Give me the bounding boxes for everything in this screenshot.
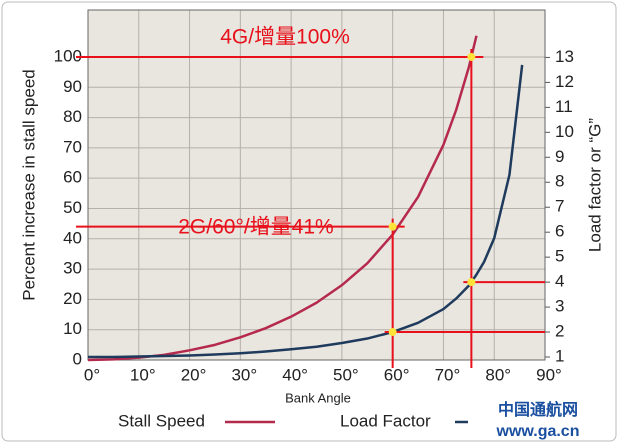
- x-tick-label: 0°: [84, 365, 100, 384]
- y-tick-label: 90: [63, 77, 82, 96]
- y-tick-label: 100: [54, 46, 82, 65]
- y-tick-label: 10: [63, 319, 82, 338]
- y-tick-label: 20: [63, 289, 82, 308]
- plot-area: [88, 10, 545, 360]
- x-tick-label: 80°: [485, 365, 511, 384]
- y2-tick-label: 3: [555, 297, 564, 316]
- y-tick-label: 60: [63, 168, 82, 187]
- y-tick-label: 50: [63, 198, 82, 217]
- x-tick-label: 20°: [181, 365, 207, 384]
- reference-star: [388, 222, 397, 231]
- y2-tick-label: 8: [555, 172, 564, 191]
- x-tick-label: 40°: [282, 365, 308, 384]
- y2-tick-label: 13: [555, 47, 574, 66]
- x-tick-label: 90°: [536, 365, 562, 384]
- plot-border: [87, 9, 546, 361]
- watermark: 中国通航网: [498, 400, 578, 419]
- x-tick-label: 30°: [231, 365, 257, 384]
- annotation: 4G/增量100%: [220, 26, 350, 49]
- y2-tick-label: 7: [555, 197, 564, 216]
- y2-tick-label: 9: [555, 147, 564, 166]
- reference-star: [467, 52, 476, 61]
- y2-tick-label: 12: [555, 72, 574, 91]
- y-axis-label: Percent increase in stall speed: [19, 69, 38, 301]
- y2-tick-label: 4: [555, 272, 564, 291]
- y2-tick-label: 2: [555, 322, 564, 341]
- legend-label: Stall Speed: [118, 411, 205, 430]
- y-tick-label: 40: [63, 228, 82, 247]
- x-tick-label: 50°: [333, 365, 359, 384]
- y2-tick-label: 10: [555, 122, 574, 141]
- watermark: www.ga.cn: [496, 423, 580, 440]
- legend-label: Load Factor: [340, 411, 431, 430]
- annotation: 2G/60°/增量41%: [178, 216, 333, 239]
- x-tick-label: 60°: [384, 365, 410, 384]
- y-tick-label: 70: [63, 137, 82, 156]
- reference-star: [388, 328, 397, 337]
- y-tick-label: 30: [63, 259, 82, 278]
- x-tick-label: 10°: [130, 365, 156, 384]
- y2-tick-label: 1: [555, 346, 564, 365]
- y-tick-label: 0: [73, 349, 82, 368]
- y2-tick-label: 6: [555, 222, 564, 241]
- series-line: [88, 64, 524, 359]
- y2-tick-label: 11: [555, 97, 573, 116]
- x-axis-label: Bank Angle: [285, 390, 351, 405]
- y2-tick-label: 5: [555, 247, 564, 266]
- x-tick-label: 70°: [435, 365, 461, 384]
- y-tick-label: 80: [63, 107, 82, 126]
- reference-star: [467, 278, 476, 287]
- y2-axis-label: Load factor or “G”: [585, 118, 604, 253]
